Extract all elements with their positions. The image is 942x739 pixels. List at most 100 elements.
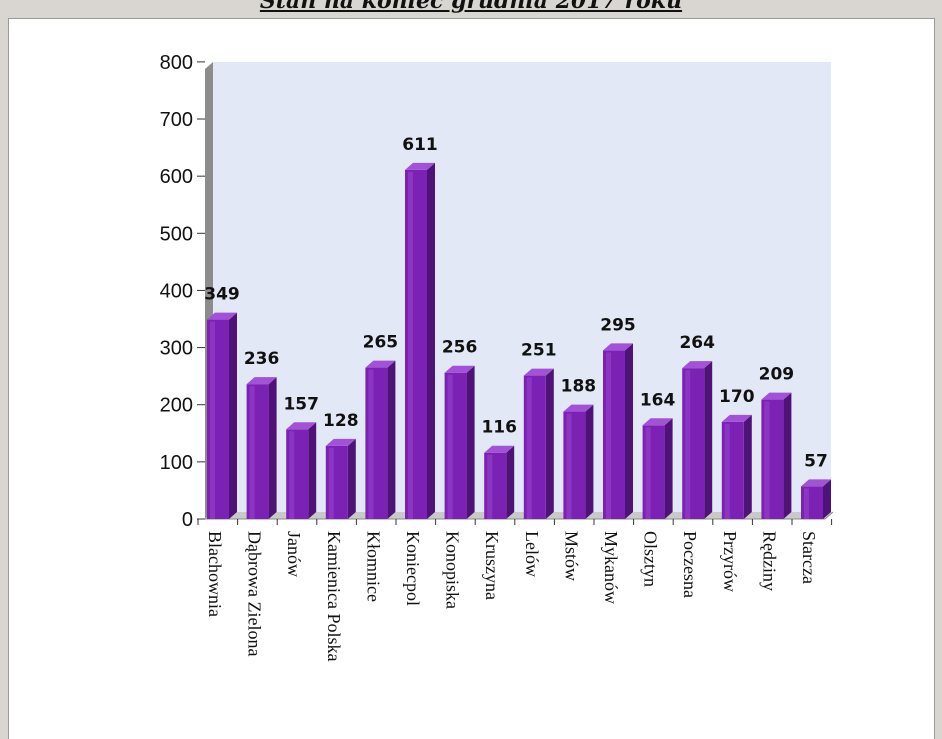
data-label: 251 xyxy=(521,341,557,361)
bar-top xyxy=(207,312,237,320)
bar xyxy=(642,418,673,519)
bar-side xyxy=(823,479,831,519)
data-label: 116 xyxy=(481,418,517,438)
bar xyxy=(721,414,752,519)
y-tick-label: 500 xyxy=(160,223,193,245)
bar-highlight xyxy=(487,454,493,519)
bar-top xyxy=(682,361,713,369)
data-label: 164 xyxy=(640,390,676,410)
bar xyxy=(325,438,356,519)
data-label: 265 xyxy=(363,333,399,353)
bar-highlight xyxy=(368,369,374,519)
bar-top xyxy=(365,360,396,368)
data-label: 611 xyxy=(402,135,438,155)
bar-side xyxy=(506,445,515,519)
data-label: 128 xyxy=(323,411,359,431)
bar xyxy=(801,479,831,519)
data-label: 256 xyxy=(442,338,478,358)
bar-side xyxy=(664,418,673,519)
bar-highlight xyxy=(606,352,611,519)
bar-top xyxy=(286,422,317,430)
bar-side xyxy=(387,360,396,519)
chart-title: Stan na koniec grudnia 2017 roku xyxy=(259,0,683,14)
y-tick-label: 800 xyxy=(160,52,193,74)
x-category-label: Kruszyna xyxy=(482,531,502,600)
bar-highlight xyxy=(328,447,334,519)
bar-side xyxy=(625,343,633,519)
data-label: 236 xyxy=(244,349,280,369)
bar-side xyxy=(308,422,317,519)
bar-top xyxy=(642,418,673,426)
bar-highlight xyxy=(724,423,730,519)
bar-top xyxy=(246,377,277,385)
x-category-label: Janów xyxy=(284,531,304,577)
x-category-label: Poczesna xyxy=(680,531,700,598)
bar xyxy=(286,422,317,519)
bar-highlight xyxy=(685,370,691,519)
y-tick-label: 300 xyxy=(160,338,193,360)
y-tick-label: 200 xyxy=(160,395,193,417)
bar-side xyxy=(704,361,713,519)
bar-top xyxy=(563,404,594,412)
bar-side xyxy=(466,365,475,519)
bar xyxy=(207,312,237,519)
x-category-label: Starcza xyxy=(799,531,819,584)
bar xyxy=(365,360,396,519)
floor-edge xyxy=(824,511,834,520)
bar-highlight xyxy=(249,386,255,519)
bar-side xyxy=(347,438,356,519)
x-category-label: Kamienica Polska xyxy=(324,531,344,661)
x-category-label: Mstów xyxy=(561,531,581,581)
bar-top xyxy=(761,392,792,400)
bar-side xyxy=(743,414,752,519)
bar-highlight xyxy=(764,401,770,519)
bar xyxy=(444,365,475,519)
chart-frame: 0 100 200 300 400 500 600 700 800 349 236 157 128 26… xyxy=(8,18,935,739)
data-label: 170 xyxy=(719,387,755,407)
data-label: 57 xyxy=(804,451,828,471)
bar-top xyxy=(801,479,831,487)
bar-top xyxy=(405,162,435,170)
bar xyxy=(246,377,277,519)
bar xyxy=(523,368,554,519)
data-label: 295 xyxy=(600,315,636,335)
y-axis: 0 100 200 300 400 500 600 700 800 xyxy=(160,52,205,531)
bar-side xyxy=(585,404,594,519)
bar-top xyxy=(444,365,475,373)
bar-top xyxy=(484,445,515,453)
bar-highlight xyxy=(526,377,532,519)
bar-highlight xyxy=(210,321,215,519)
y-tick-label: 0 xyxy=(182,509,193,531)
y-tick-label: 400 xyxy=(160,280,193,302)
data-label: 157 xyxy=(283,394,319,414)
bar-side xyxy=(427,162,435,519)
bar xyxy=(761,392,792,519)
bar xyxy=(484,445,515,519)
x-category-label: Olsztyn xyxy=(641,531,661,587)
bar-side xyxy=(545,368,554,519)
data-label: 209 xyxy=(759,365,795,385)
bar xyxy=(603,343,633,519)
data-label: 264 xyxy=(679,333,715,353)
bar xyxy=(563,404,594,519)
bar-highlight xyxy=(408,171,413,519)
x-category-label: Konopiska xyxy=(443,531,463,609)
bar-highlight xyxy=(804,488,809,519)
x-category-label: Przyrów xyxy=(720,531,740,592)
y-tick-label: 100 xyxy=(160,452,193,474)
bars xyxy=(207,162,831,519)
y-tick-label: 700 xyxy=(160,109,193,131)
bar-top xyxy=(523,368,554,376)
bar xyxy=(405,162,435,519)
x-category-label: Rędziny xyxy=(759,531,779,591)
bar xyxy=(682,361,713,519)
x-category-label: Kłomnice xyxy=(363,531,383,602)
x-axis: Blachownia Dąbrowa Zielona Janów Kamienica … xyxy=(197,519,833,661)
x-category-label: Mykanów xyxy=(601,531,621,604)
data-label: 349 xyxy=(204,285,240,305)
bar-side xyxy=(229,312,237,519)
bar-top xyxy=(325,438,356,446)
data-label: 188 xyxy=(561,377,597,397)
